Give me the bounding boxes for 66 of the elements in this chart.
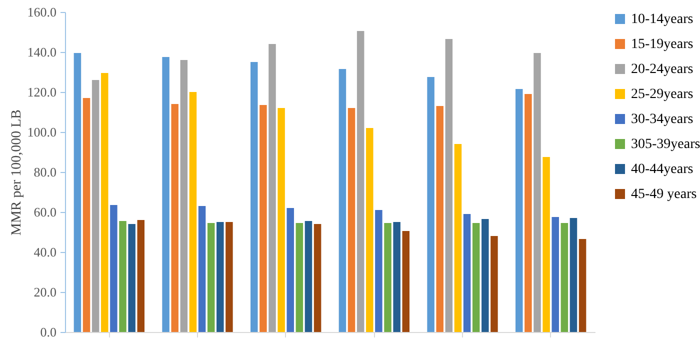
bar bbox=[436, 106, 444, 332]
bar bbox=[552, 217, 559, 332]
y-tick-label: 80.0 bbox=[34, 164, 56, 180]
legend-label: 40-44years bbox=[631, 162, 694, 177]
bar bbox=[384, 223, 392, 332]
bar bbox=[162, 57, 170, 332]
bar bbox=[516, 89, 523, 332]
bar bbox=[278, 108, 285, 332]
bar bbox=[171, 104, 178, 332]
bar bbox=[402, 231, 410, 332]
bar bbox=[137, 220, 144, 332]
y-tick-label: 60.0 bbox=[34, 204, 56, 220]
bar bbox=[356, 31, 364, 332]
bar bbox=[74, 53, 82, 332]
bar bbox=[366, 128, 374, 332]
bar bbox=[189, 92, 197, 332]
bar bbox=[570, 218, 578, 332]
y-axis-title: MMR per 100,000 LB bbox=[9, 110, 24, 236]
legend-label: 305-39years bbox=[631, 137, 700, 152]
bar bbox=[490, 236, 498, 332]
bar bbox=[524, 94, 532, 332]
bar bbox=[463, 214, 471, 332]
bar bbox=[454, 144, 462, 332]
bar bbox=[296, 223, 304, 332]
bar bbox=[226, 222, 233, 332]
bar bbox=[578, 239, 586, 332]
bar bbox=[338, 69, 346, 332]
y-tick-label: 100.0 bbox=[27, 124, 56, 140]
bar bbox=[101, 73, 108, 332]
bar bbox=[314, 224, 322, 332]
bar bbox=[250, 62, 258, 332]
bar bbox=[482, 219, 489, 332]
bar bbox=[82, 98, 90, 332]
bar bbox=[427, 77, 434, 332]
bar bbox=[207, 223, 215, 332]
bar bbox=[304, 221, 312, 332]
bar bbox=[445, 39, 453, 332]
y-tick-label: 0.0 bbox=[40, 324, 56, 340]
bar bbox=[268, 44, 276, 332]
legend-label: 25-29years bbox=[631, 87, 694, 102]
bar bbox=[260, 105, 267, 332]
bar bbox=[128, 224, 136, 332]
bar bbox=[180, 60, 188, 332]
y-tick-label: 160.0 bbox=[27, 4, 56, 20]
y-tick-label: 120.0 bbox=[27, 84, 56, 100]
bar bbox=[92, 80, 100, 332]
y-tick-label: 20.0 bbox=[34, 284, 56, 300]
bar bbox=[119, 221, 126, 332]
bar bbox=[375, 210, 382, 332]
bar bbox=[534, 53, 541, 332]
legend-label: 45-49 years bbox=[631, 187, 697, 202]
bar bbox=[472, 223, 480, 332]
bar bbox=[198, 206, 206, 332]
bar bbox=[542, 157, 550, 332]
legend-label: 30-34years bbox=[631, 112, 694, 127]
bar bbox=[286, 208, 294, 332]
bar bbox=[110, 205, 118, 332]
bar bbox=[560, 223, 568, 332]
y-tick-label: 140.0 bbox=[27, 44, 56, 60]
y-tick-label: 40.0 bbox=[34, 244, 56, 260]
legend-label: 15-19years bbox=[631, 37, 694, 52]
bar bbox=[393, 222, 400, 332]
legend-label: 10-14years bbox=[631, 12, 694, 27]
bar bbox=[348, 108, 356, 332]
bar bbox=[216, 222, 224, 332]
legend-label: 20-24years bbox=[631, 62, 694, 77]
